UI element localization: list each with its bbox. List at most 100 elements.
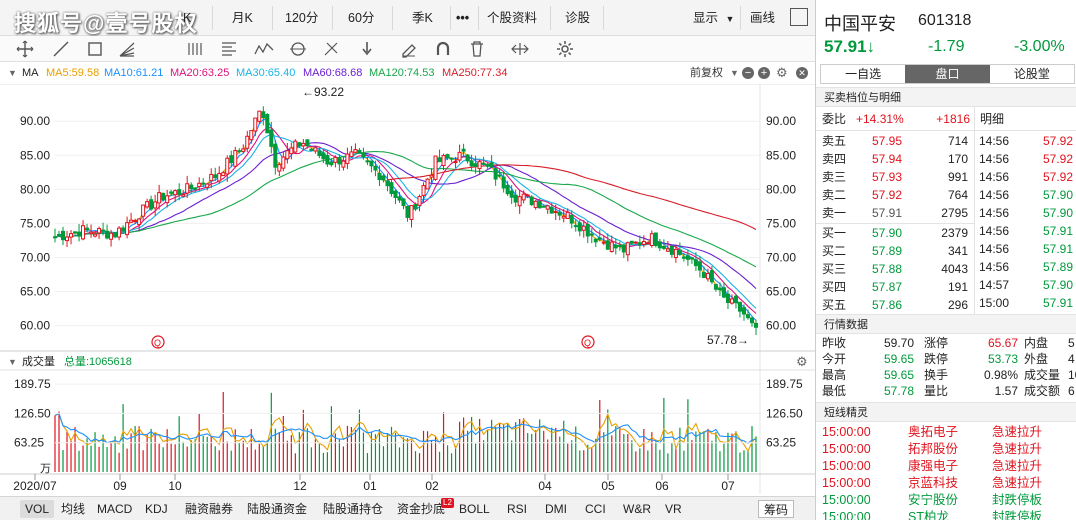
tick-row: 14:57 57.90 (975, 276, 1076, 294)
rect-icon[interactable] (86, 40, 104, 58)
candle-body (473, 163, 478, 167)
tab-vol[interactable]: VOL (20, 500, 55, 518)
tick-row: 14:56 57.92 (975, 150, 1076, 168)
ask-volume: 170 (947, 152, 968, 166)
candle-body (597, 237, 602, 240)
candle-body (589, 233, 594, 236)
bid-row: 买五 57.86 296 (816, 296, 1076, 314)
alert-row[interactable]: 15:00:00 奥拓电子 急速拉升 (816, 423, 1076, 441)
ma5-value: MA5:59.58 (46, 67, 100, 79)
alert-row[interactable]: 15:00:00 拓邦股份 急速拉升 (816, 440, 1076, 458)
line-icon[interactable] (52, 40, 70, 58)
alert-row[interactable]: 15:00:00 康强电子 急速拉升 (816, 457, 1076, 475)
tab-kdj[interactable]: KDJ (145, 502, 168, 516)
gear-icon[interactable]: ⚙ (776, 65, 788, 80)
tab-watchlist[interactable]: 一自选 (845, 67, 882, 81)
ask-volume: 2795 (941, 206, 968, 220)
time-label: 10 (168, 479, 182, 493)
stock-profile-link[interactable]: 个股资料 (487, 11, 538, 25)
bid-volume: 341 (947, 244, 968, 258)
eraser-icon[interactable] (400, 40, 418, 58)
event-q-icon[interactable] (581, 335, 595, 349)
tab-boll[interactable]: BOLL (459, 502, 490, 516)
time-label: 02 (425, 479, 439, 493)
tick-row: 14:56 57.91 (975, 222, 1076, 240)
candle-body (153, 201, 158, 209)
period-month[interactable]: 月K (232, 11, 253, 25)
candle-body (261, 111, 266, 119)
quote-row: 今开 59.65 跌停 53.73 外盘 4 (816, 351, 1076, 367)
candle-body (141, 204, 146, 217)
tab-dmi[interactable]: DMI (545, 502, 567, 516)
tab-northbound-hold[interactable]: 陆股通持仓 (323, 502, 384, 516)
alert-row[interactable]: 15:00:00 京蓝科技 急速拉升 (816, 474, 1076, 492)
bid-volume: 191 (947, 280, 968, 294)
period-60min[interactable]: 60分 (348, 11, 375, 25)
shrink-icon[interactable] (510, 40, 530, 58)
display-menu[interactable]: 显示 ▼ (693, 9, 734, 27)
candle-body (401, 198, 406, 207)
arrow-down-icon[interactable] (358, 40, 376, 58)
alert-stock: 奥拓电子 (908, 425, 959, 439)
trash-icon[interactable] (468, 40, 486, 58)
tab-orderbook[interactable]: 盘口 (905, 65, 990, 83)
tab-cci[interactable]: CCI (585, 502, 606, 516)
gear-icon[interactable]: ⚙ (796, 354, 808, 369)
candle-body (265, 113, 270, 134)
draw-line-button[interactable]: 画线 (750, 11, 776, 25)
tab-forum[interactable]: 论股堂 (1013, 67, 1050, 81)
chart-canvas[interactable]: 90.00 90.00 85.00 85.00 80.00 80.00 75.00 75.00… (0, 84, 815, 520)
time-label: 05 (601, 479, 615, 493)
period-k[interactable]: K (183, 11, 192, 25)
tick-row: 14:56 57.92 (975, 168, 1076, 186)
cycle-icon[interactable] (288, 40, 308, 58)
tab-northbound-flow[interactable]: 陆股通资金 (247, 502, 308, 516)
candle-body (465, 154, 470, 162)
kline-chart[interactable]: ▼ MA MA5:59.58 MA10:61.21 MA20:63.25 MA3… (0, 62, 815, 520)
tab-ma[interactable]: 均线 (61, 502, 86, 516)
chip-button[interactable]: 筹码 (758, 500, 795, 518)
minus-icon[interactable]: − (742, 67, 754, 79)
ask-volume: 764 (947, 188, 968, 202)
tick-price: 57.90 (1042, 188, 1073, 202)
tab-macd[interactable]: MACD (97, 502, 133, 516)
diagnose-link[interactable]: 诊股 (565, 11, 591, 25)
gann-icon[interactable] (322, 40, 340, 58)
chevron-down-icon[interactable]: ▼ (8, 68, 17, 78)
adjust-mode[interactable]: 前复权 (690, 67, 723, 79)
alert-row[interactable]: 15:00:00 ST柏龙 封跌停板 (816, 508, 1076, 520)
ask-row: 卖二 57.92 764 (816, 186, 1076, 204)
period-120min[interactable]: 120分 (285, 11, 319, 25)
parallel-icon[interactable] (186, 40, 204, 58)
alert-row[interactable]: 15:00:00 安宁股份 封跌停板 (816, 491, 1076, 509)
tick-time: 14:56 (979, 260, 1010, 274)
candle-body (293, 140, 298, 153)
candle-body (409, 205, 414, 221)
chevron-down-icon[interactable]: ▼ (8, 357, 17, 367)
tab-bottom-fishing[interactable]: 资金抄底 (397, 502, 446, 516)
plus-icon[interactable]: + (758, 67, 770, 79)
period-quarter[interactable]: 季K (412, 11, 433, 25)
price-change: -1.79 (928, 38, 965, 55)
price-change-pct: -3.00% (1014, 38, 1065, 55)
crosshair-icon[interactable] (16, 40, 34, 58)
event-q-icon[interactable] (151, 335, 165, 349)
wave-icon[interactable] (254, 40, 274, 58)
magnet-icon[interactable] (434, 40, 452, 58)
tab-vr[interactable]: VR (665, 502, 682, 516)
bid-row: 买一 57.90 2379 (816, 224, 1076, 242)
tab-rsi[interactable]: RSI (507, 502, 528, 516)
candle-body (745, 314, 750, 319)
candle-body (449, 157, 454, 160)
chevron-down-icon[interactable]: ▼ (730, 68, 739, 78)
candle-body (561, 215, 566, 219)
fib-icon[interactable] (220, 40, 238, 58)
more-periods-button[interactable]: ••• (456, 11, 470, 25)
tab-wr[interactable]: W&R (623, 502, 651, 516)
window-toggle-icon[interactable] (790, 8, 808, 26)
bid-volume: 296 (947, 298, 968, 312)
tab-margin[interactable]: 融资融券 (185, 502, 234, 516)
close-icon[interactable]: ✕ (796, 67, 808, 79)
settings-icon[interactable] (556, 40, 574, 58)
fan-icon[interactable] (118, 40, 136, 58)
